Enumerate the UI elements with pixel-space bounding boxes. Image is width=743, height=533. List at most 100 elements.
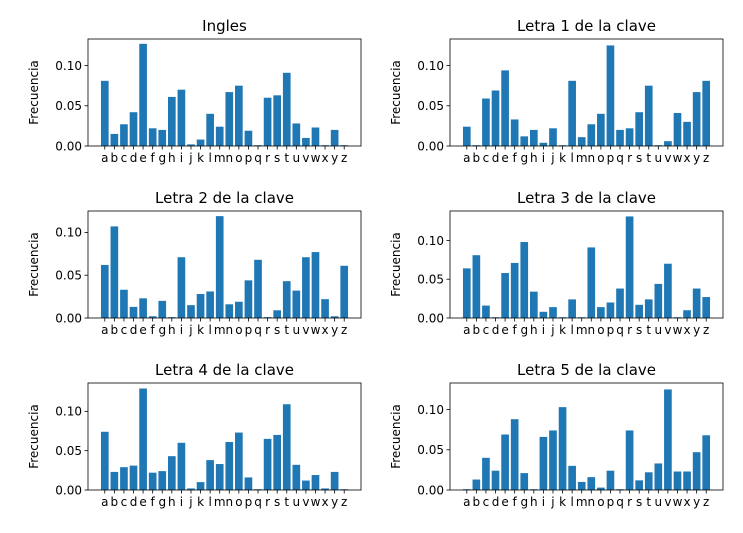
x-tick-label-j: j (550, 323, 554, 337)
x-tick-label-d: d (130, 151, 138, 165)
x-tick-label-v: v (302, 495, 309, 509)
x-tick-label-f: f (513, 323, 518, 337)
x-tick-label-i: i (180, 495, 183, 509)
x-tick-label-h: h (530, 495, 538, 509)
x-tick-label-j: j (550, 495, 554, 509)
x-tick-label-l: l (208, 151, 211, 165)
x-tick-label-p: p (245, 151, 253, 165)
x-tick-label-b: b (111, 151, 119, 165)
x-tick-label-e: e (501, 495, 508, 509)
x-tick-label-t: t (284, 151, 289, 165)
bar-p (244, 477, 253, 490)
bar-d (129, 465, 138, 490)
x-tick-label-o: o (235, 323, 242, 337)
x-tick-label-e: e (139, 495, 146, 509)
x-tick-label-q: q (616, 323, 624, 337)
x-tick-label-n: n (587, 495, 595, 509)
bar-y (330, 129, 339, 146)
x-tick-label-w: w (311, 151, 321, 165)
x-tick-label-j: j (188, 151, 192, 165)
bar-w (673, 113, 682, 146)
bar-d (491, 470, 500, 490)
bar-n (587, 477, 596, 490)
x-tick-label-t: t (284, 495, 289, 509)
bar-g (158, 129, 167, 146)
x-tick-label-i: i (542, 323, 545, 337)
x-tick-label-l: l (208, 323, 211, 337)
bar-j (549, 307, 557, 318)
x-tick-label-i: i (542, 495, 545, 509)
bar-n (587, 247, 596, 318)
bar-f (148, 472, 157, 490)
y-axis-label: Frecuencia (27, 232, 41, 297)
x-tick-label-t: t (646, 323, 651, 337)
bar-g (158, 471, 167, 490)
axes-frame (449, 210, 724, 319)
bar-v (664, 389, 672, 490)
bar-a (100, 431, 109, 490)
x-tick-label-c: c (121, 323, 128, 337)
y-tick-label: 0.10 (55, 405, 82, 419)
x-tick-label-z: z (703, 495, 709, 509)
bar-c (120, 289, 128, 318)
x-tick-label-f: f (151, 151, 156, 165)
bar-s (273, 310, 281, 318)
x-tick-label-e: e (139, 151, 146, 165)
x-tick-label-w: w (673, 495, 683, 509)
bar-i (177, 442, 186, 490)
x-tick-label-m: m (214, 323, 226, 337)
chart-title: Letra 4 de la clave (155, 361, 294, 379)
y-axis-label: Frecuencia (27, 60, 41, 125)
bar-h (168, 456, 176, 490)
x-tick-label-u: u (293, 495, 301, 509)
bar-n (587, 124, 596, 146)
x-tick-label-u: u (655, 495, 663, 509)
bar-f (510, 262, 519, 318)
bar-j (549, 430, 557, 490)
bar-b (472, 479, 481, 490)
x-tick-label-u: u (655, 151, 663, 165)
x-tick-label-k: k (197, 495, 204, 509)
bar-z (702, 297, 711, 318)
bar-x (683, 121, 691, 146)
bar-e (139, 43, 147, 146)
y-tick-label: 0.10 (417, 403, 444, 417)
x-tick-label-q: q (616, 495, 624, 509)
bar-w (673, 471, 682, 490)
bar-o (235, 432, 243, 490)
x-tick-label-p: p (607, 151, 615, 165)
bar-k (558, 407, 567, 490)
x-tick-label-a: a (463, 323, 470, 337)
bar-u (654, 463, 663, 490)
x-tick-label-f: f (151, 323, 156, 337)
bar-p (244, 130, 253, 146)
x-tick-label-a: a (101, 151, 108, 165)
x-tick-label-n: n (225, 495, 233, 509)
bar-j (187, 144, 195, 146)
x-tick-label-z: z (703, 151, 709, 165)
x-tick-label-x: x (322, 151, 329, 165)
x-tick-label-h: h (530, 151, 538, 165)
bar-t (282, 404, 291, 490)
y-axis-label: Frecuencia (389, 404, 403, 469)
x-tick-label-o: o (597, 323, 604, 337)
bar-s (635, 112, 643, 146)
axes-frame (87, 38, 362, 147)
bar-t (644, 299, 653, 318)
bar-f (510, 419, 519, 490)
x-tick-label-x: x (322, 323, 329, 337)
y-tick-label: 0.10 (55, 59, 82, 73)
x-tick-label-a: a (101, 495, 108, 509)
bar-r (263, 317, 272, 318)
chart-title: Letra 2 de la clave (155, 189, 294, 207)
x-tick-label-t: t (646, 495, 651, 509)
bar-b (110, 133, 119, 146)
x-tick-label-t: t (284, 323, 289, 337)
bar-l (206, 113, 214, 146)
bar-o (597, 487, 605, 490)
bar-r (263, 438, 272, 490)
x-tick-label-u: u (293, 323, 301, 337)
x-tick-label-g: g (158, 151, 166, 165)
bar-p (244, 280, 253, 318)
bar-y (330, 471, 339, 490)
